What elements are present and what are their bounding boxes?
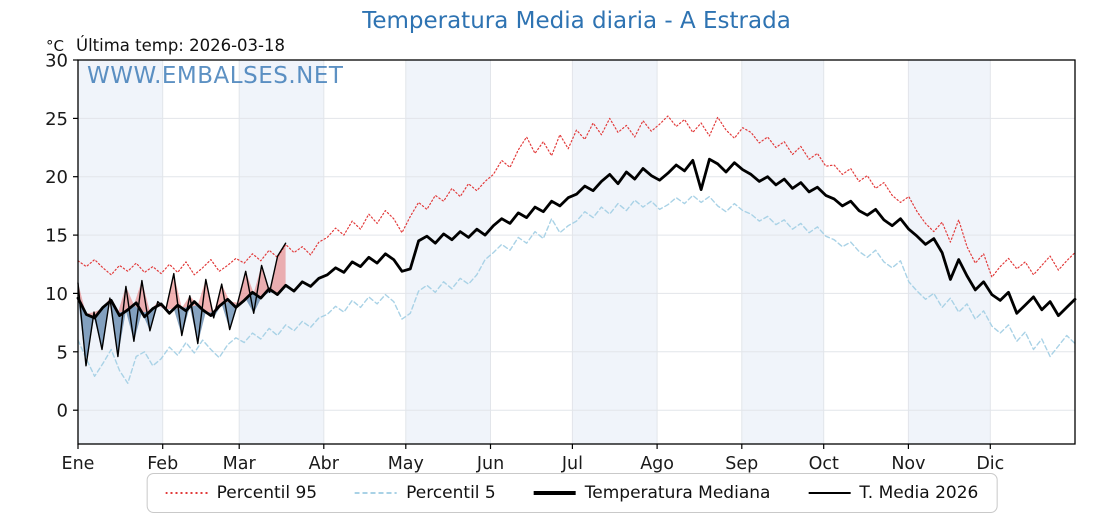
legend-label-percentil-95: Percentil 95: [216, 483, 318, 503]
x-tick-label: May: [388, 454, 424, 474]
series-line-percentil-5: [77, 194, 1076, 384]
series-line-t-media-2026: [77, 242, 287, 367]
series-line-percentil-95: [77, 115, 1076, 278]
y-tick-label: 10: [45, 284, 68, 305]
y-tick-label: 0: [57, 401, 68, 422]
month-band: [405, 60, 491, 444]
x-tick-label: Abr: [309, 454, 340, 474]
legend-label-t-media-2026: T. Media 2026: [859, 483, 979, 503]
chart-legend: Percentil 95 Percentil 5 Temperatura Med…: [146, 473, 998, 513]
legend-item-percentil-95: Percentil 95: [165, 483, 318, 503]
t-media-2026-line-swatch: [808, 492, 851, 494]
legend-label-percentil-5: Percentil 5: [406, 483, 496, 503]
month-band: [572, 60, 658, 444]
x-tick-label: Mar: [223, 454, 257, 474]
y-tick-label: 5: [57, 342, 68, 363]
x-tick-label: Ene: [62, 454, 95, 474]
x-tick-label: Ago: [640, 454, 674, 474]
legend-item-mediana: Temperatura Mediana: [533, 483, 771, 503]
series-line-temperatura-mediana: [76, 157, 1077, 320]
percentil-5-line-swatch: [355, 492, 398, 494]
x-tick-label: Feb: [147, 454, 178, 474]
x-tick-label: Jul: [561, 454, 583, 474]
month-band: [78, 60, 163, 444]
chart-canvas: Ene Feb Mar Abr May Jun Jul Ago Sep Oct Nov Dic 0 5 10…: [45, 51, 1077, 474]
watermark-text: WWW.EMBALSES.NET: [87, 63, 344, 89]
fill-above-median: [78, 243, 286, 318]
x-tick-label: Oct: [809, 454, 839, 474]
x-tick-label: Sep: [725, 454, 758, 474]
x-tick-label: Dic: [976, 454, 1004, 474]
percentil-95-line-swatch: [165, 492, 208, 494]
x-tick-label: Nov: [891, 454, 925, 474]
mediana-line-swatch: [533, 491, 576, 495]
legend-item-t-media-2026: T. Media 2026: [808, 483, 978, 503]
month-band: [239, 60, 324, 444]
chart-title: Temperatura Media diaria - A Estrada: [362, 8, 791, 34]
month-band: [741, 60, 824, 444]
y-tick-label: 20: [45, 167, 68, 188]
temperature-chart-page: Ene Feb Mar Abr May Jun Jul Ago Sep Oct Nov Dic 0 5 10…: [45, 8, 1077, 513]
legend-item-percentil-5: Percentil 5: [355, 483, 496, 503]
last-temp-annotation: Última temp: 2026-03-18: [76, 36, 286, 55]
x-tick-label: Jun: [476, 454, 504, 474]
y-axis-unit-label: °C: [46, 37, 64, 55]
y-tick-label: 15: [45, 226, 68, 247]
y-tick-label: 30: [45, 51, 68, 72]
legend-label-mediana: Temperatura Mediana: [584, 483, 771, 503]
month-band: [908, 60, 991, 444]
y-tick-label: 25: [45, 109, 68, 130]
plot-border: [77, 59, 1076, 445]
